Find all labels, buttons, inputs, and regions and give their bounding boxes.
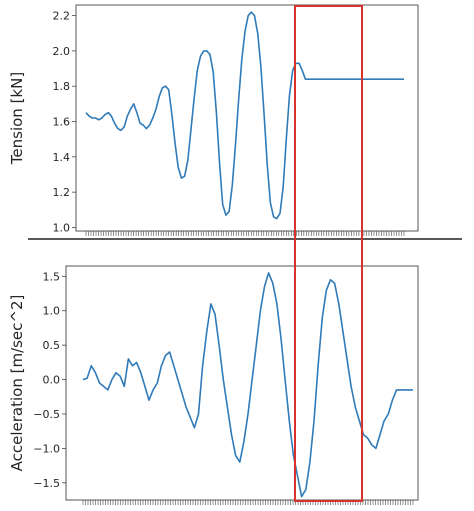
y-tick-label: 0.0 <box>43 374 61 387</box>
y-tick-label: 1.8 <box>53 80 71 93</box>
acceleration-chart: −1.5 −1.0 −0.5 0.0 0.5 1.0 1.5 Acceleration [m… <box>8 265 419 505</box>
acceleration-x-axis <box>82 500 414 505</box>
y-tick-label: 2.2 <box>53 10 71 23</box>
acceleration-y-axis-label: Acceleration [m/sec^2] <box>8 295 26 472</box>
highlight-box <box>294 5 363 502</box>
y-tick-label: 2.0 <box>53 45 71 58</box>
tension-chart: 1.0 1.2 1.4 1.6 1.8 2.0 2.2 Tension [kN] <box>8 4 419 236</box>
acceleration-series-line <box>82 272 413 498</box>
y-tick-label: 1.2 <box>53 186 71 199</box>
tension-series-line <box>85 11 404 220</box>
y-tick-label: 1.5 <box>43 270 61 283</box>
y-tick-label: 1.0 <box>43 305 61 318</box>
acceleration-plot-frame <box>65 265 419 501</box>
tension-x-axis <box>85 231 405 236</box>
y-tick-label: −1.5 <box>33 477 60 490</box>
y-tick-label: 0.5 <box>43 339 61 352</box>
y-tick-label: 1.6 <box>53 116 71 129</box>
tension-y-axis: 1.0 1.2 1.4 1.6 1.8 2.0 2.2 <box>53 10 76 234</box>
y-tick-label: 1.0 <box>53 221 71 234</box>
y-tick-label: −1.0 <box>33 442 60 455</box>
tension-plot-frame <box>75 4 419 232</box>
y-tick-label: 1.4 <box>53 151 71 164</box>
y-tick-label: −0.5 <box>33 408 60 421</box>
acceleration-y-axis: −1.5 −1.0 −0.5 0.0 0.5 1.0 1.5 <box>33 270 66 490</box>
tension-y-axis-label: Tension [kN] <box>8 72 26 165</box>
